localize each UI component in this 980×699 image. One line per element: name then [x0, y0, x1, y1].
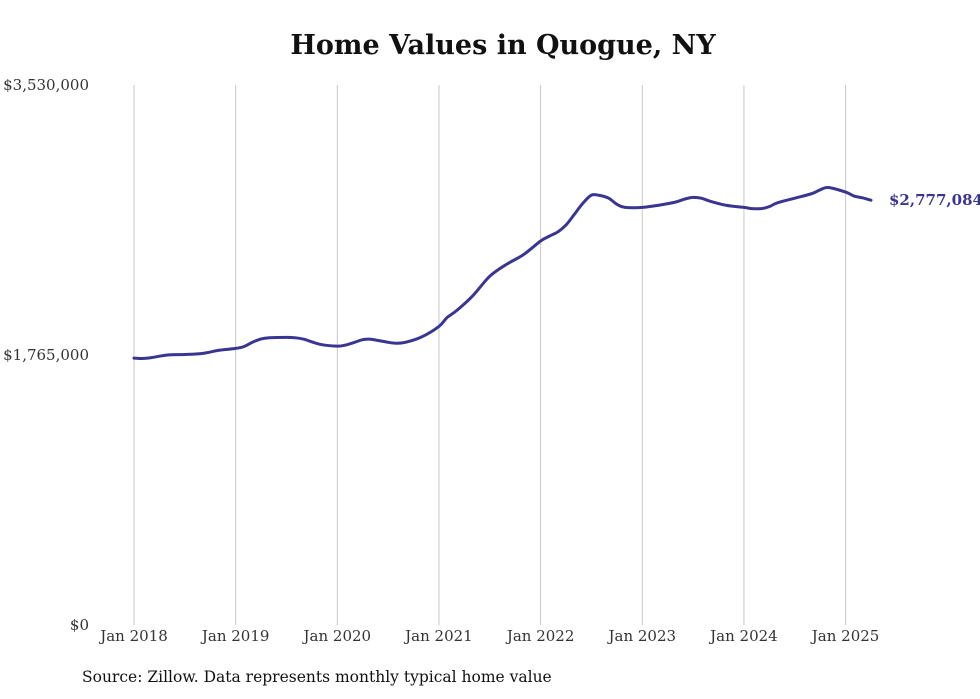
last-value-label: $2,777,084 [889, 191, 980, 209]
series-line [132, 185, 873, 361]
x-tick-label: Jan 2018 [98, 627, 168, 645]
x-tick-label: Jan 2023 [606, 627, 676, 645]
y-axis-ticks: $0 $1,765,000 $3,530,000 [3, 76, 89, 634]
series-group: $2,777,084 [132, 185, 980, 361]
x-tick-label: Jan 2025 [810, 627, 880, 645]
x-tick-label: Jan 2022 [505, 627, 575, 645]
x-tick-label: Jan 2019 [200, 627, 270, 645]
x-axis-ticks: Jan 2018 Jan 2019 Jan 2020 Jan 2021 Jan 2022… [98, 627, 879, 645]
y-tick-label: $3,530,000 [3, 76, 89, 94]
y-tick-label: $1,765,000 [3, 346, 89, 364]
x-tick-label: Jan 2021 [403, 627, 473, 645]
x-tick-label: Jan 2020 [302, 627, 372, 645]
x-tick-label: Jan 2024 [708, 627, 778, 645]
source-note: Source: Zillow. Data represents monthly … [82, 668, 552, 686]
gridlines [133, 85, 847, 625]
y-tick-label: $0 [70, 616, 89, 634]
chart-title: Home Values in Quogue, NY [290, 30, 716, 61]
